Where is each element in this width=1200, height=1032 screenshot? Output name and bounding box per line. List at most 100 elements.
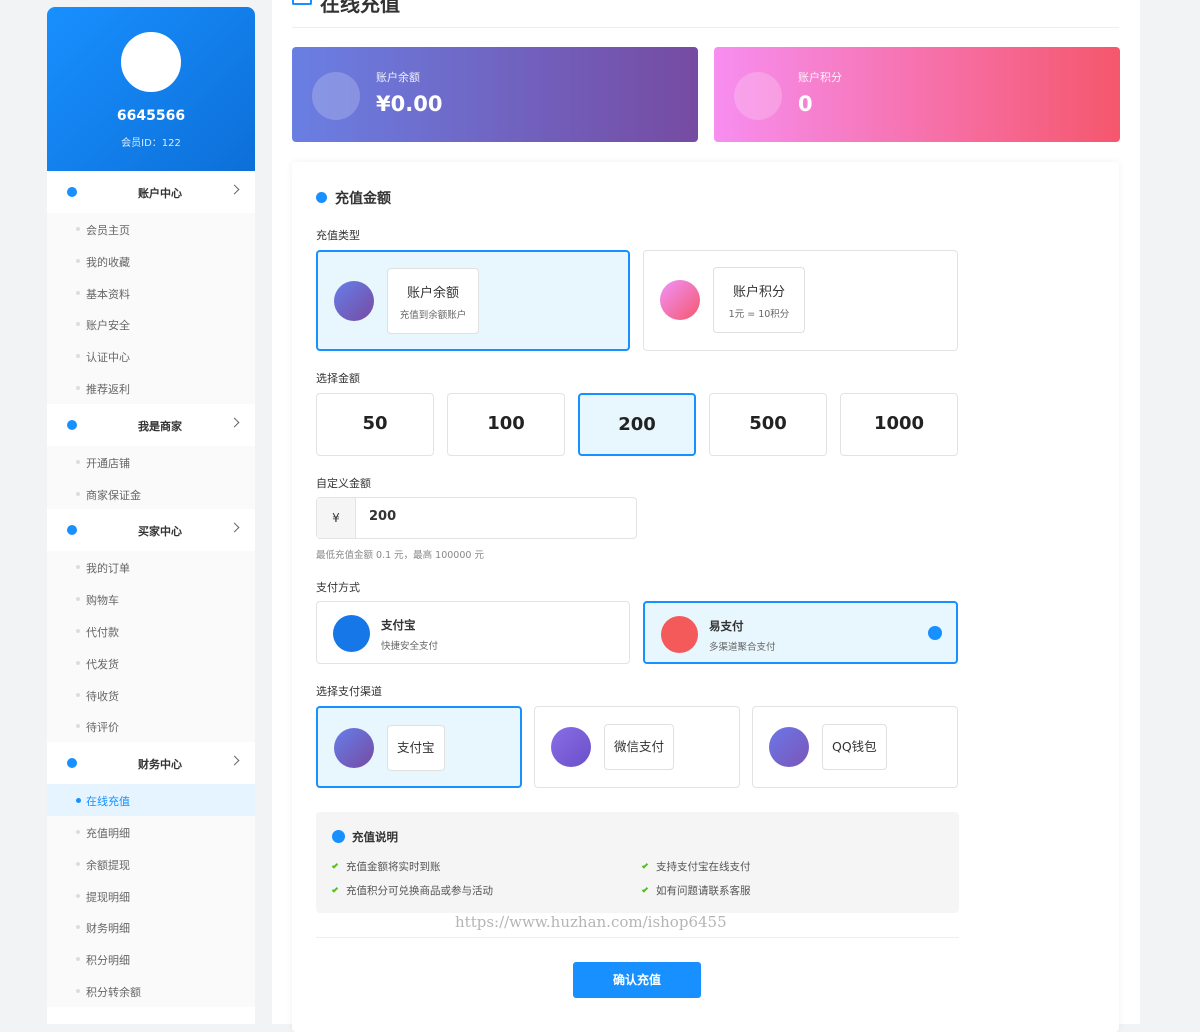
menu-item[interactable]: 提现明细 xyxy=(47,879,255,912)
divider xyxy=(316,937,959,938)
stat-value: 0 xyxy=(798,92,813,116)
menu-group-title: 我是商家 xyxy=(138,419,182,433)
check-mark xyxy=(641,862,649,869)
note-text: 充值积分可兑换商品或参与活动 xyxy=(346,885,493,897)
menu-item-label: 会员主页 xyxy=(86,224,130,237)
menu-item[interactable]: 充值明细 xyxy=(47,815,255,848)
menu-item-label: 账户安全 xyxy=(86,319,130,333)
stat-label: 账户积分 xyxy=(798,71,842,84)
bullet xyxy=(76,925,80,930)
user-name: 6645566 xyxy=(116,108,186,124)
info-icon xyxy=(332,830,345,843)
channel-icon xyxy=(551,727,591,767)
bullet xyxy=(76,724,80,729)
payment-method[interactable]: 易支付多渠道聚合支付 xyxy=(643,601,958,664)
stat-card: 账户余额 ¥0.00 xyxy=(292,47,698,142)
field-label: 选择金额 xyxy=(316,372,360,385)
amount-option[interactable]: 500 xyxy=(709,393,827,456)
menu-item-label: 充值明细 xyxy=(86,826,130,840)
menu-item-label: 积分明细 xyxy=(86,954,130,968)
menu-item[interactable]: 我的订单 xyxy=(47,551,255,584)
menu-item[interactable]: 认证中心 xyxy=(47,340,255,372)
menu-item-label: 代发货 xyxy=(86,657,119,671)
field-label: 自定义金额 xyxy=(316,477,371,490)
method-desc: 快捷安全支付 xyxy=(381,641,439,652)
menu-item-label: 我的订单 xyxy=(86,562,130,576)
channel-label: 支付宝 xyxy=(387,725,445,771)
method-title: 易支付 xyxy=(709,619,744,633)
stat-icon xyxy=(734,72,782,120)
menu-item-label: 待评价 xyxy=(86,721,119,735)
menu-item[interactable]: 推荐返利 xyxy=(47,371,255,404)
payment-method[interactable]: 支付宝 快捷安全支付 xyxy=(316,601,630,664)
menu-item-label: 代付款 xyxy=(86,625,119,639)
bullet xyxy=(76,798,81,804)
recharge-type[interactable]: 账户积分 1元 = 10积分 xyxy=(643,250,958,351)
menu-item[interactable]: 商家保证金 xyxy=(47,477,255,510)
amount-option[interactable]: 1000 xyxy=(840,393,958,456)
menu-item-label: 待收货 xyxy=(86,689,119,703)
payment-channel[interactable]: QQ钱包 xyxy=(752,706,958,788)
stat-label: 账户余额 xyxy=(376,71,420,84)
type-icon xyxy=(334,281,374,321)
profile: 6645566 会员ID：122 xyxy=(47,7,255,171)
amount-option[interactable]: 50 xyxy=(316,393,434,456)
menu-item[interactable]: 余额提现 xyxy=(47,847,255,880)
amount-option[interactable]: 100 xyxy=(447,393,565,456)
bullet xyxy=(76,861,80,866)
menu-icon xyxy=(67,758,77,769)
check-mark xyxy=(331,886,339,893)
section-icon xyxy=(316,192,327,203)
amount-input[interactable] xyxy=(316,497,637,539)
menu-item[interactable]: 待评价 xyxy=(47,710,255,743)
field-label: 选择支付渠道 xyxy=(316,685,382,698)
type-icon xyxy=(660,280,700,320)
menu-item[interactable]: 积分转余额 xyxy=(47,974,255,1007)
payment-channel[interactable]: 支付宝 xyxy=(316,706,522,788)
menu-item-label: 积分转余额 xyxy=(86,985,141,999)
type-info: 账户积分 1元 = 10积分 xyxy=(713,267,805,333)
menu-item[interactable]: 待收货 xyxy=(47,678,255,711)
avatar xyxy=(121,32,181,92)
recharge-type[interactable]: 账户余额 充值到余额账户 xyxy=(316,250,630,351)
method-title: 支付宝 xyxy=(381,618,416,632)
menu-item[interactable]: 积分明细 xyxy=(47,943,255,975)
stat-card: 账户积分 0 xyxy=(714,47,1120,142)
menu-item-label: 基本资料 xyxy=(86,287,130,301)
menu-item-label: 购物车 xyxy=(86,594,119,608)
menu-group[interactable]: 财务中心 xyxy=(47,742,255,785)
menu-item[interactable]: 会员主页 xyxy=(47,213,255,245)
check-mark xyxy=(641,886,649,893)
amount-option[interactable]: 200 xyxy=(578,393,696,456)
menu-item[interactable]: 基本资料 xyxy=(47,276,255,309)
menu-group[interactable]: 账户中心 xyxy=(47,171,255,213)
menu-group-title: 买家中心 xyxy=(138,525,182,539)
menu-item[interactable]: 代发货 xyxy=(47,646,255,679)
menu-item[interactable]: 我的收藏 xyxy=(47,244,255,277)
bullet xyxy=(76,290,80,295)
field-label: 充值类型 xyxy=(316,229,360,242)
note-item: 充值金额将实时到账 xyxy=(331,859,441,874)
notes-box: 充值说明 充值金额将实时到账 支持支付宝在线支付 充值积分可兑换商品或参与活动 如有问题… xyxy=(316,812,959,913)
menu-item[interactable]: 财务明细 xyxy=(47,911,255,944)
menu-item-label: 商家保证金 xyxy=(86,488,141,502)
field-label: 支付方式 xyxy=(316,581,360,594)
menu-icon xyxy=(67,187,77,197)
payment-channel[interactable]: 微信支付 xyxy=(534,706,740,788)
section-title: 充值金额 xyxy=(335,191,391,207)
menu-group[interactable]: 我是商家 xyxy=(47,403,255,446)
note-item: 支持支付宝在线支付 xyxy=(641,859,751,874)
note-item: 充值积分可兑换商品或参与活动 xyxy=(331,883,493,898)
menu-icon xyxy=(67,419,77,430)
bullet xyxy=(76,829,80,834)
menu-group[interactable]: 买家中心 xyxy=(47,509,255,552)
method-desc: 多渠道聚合支付 xyxy=(709,642,776,653)
submit-button[interactable]: 确认充值 xyxy=(573,962,701,998)
bullet xyxy=(76,258,80,263)
currency-prefix: ¥ xyxy=(317,498,356,538)
menu-item[interactable]: 代付款 xyxy=(47,614,255,647)
menu-item[interactable]: 购物车 xyxy=(47,583,255,615)
menu-item[interactable]: 开通店铺 xyxy=(47,445,255,478)
menu-item[interactable]: 账户安全 xyxy=(47,308,255,341)
menu-item[interactable]: 在线充值 xyxy=(47,784,255,816)
